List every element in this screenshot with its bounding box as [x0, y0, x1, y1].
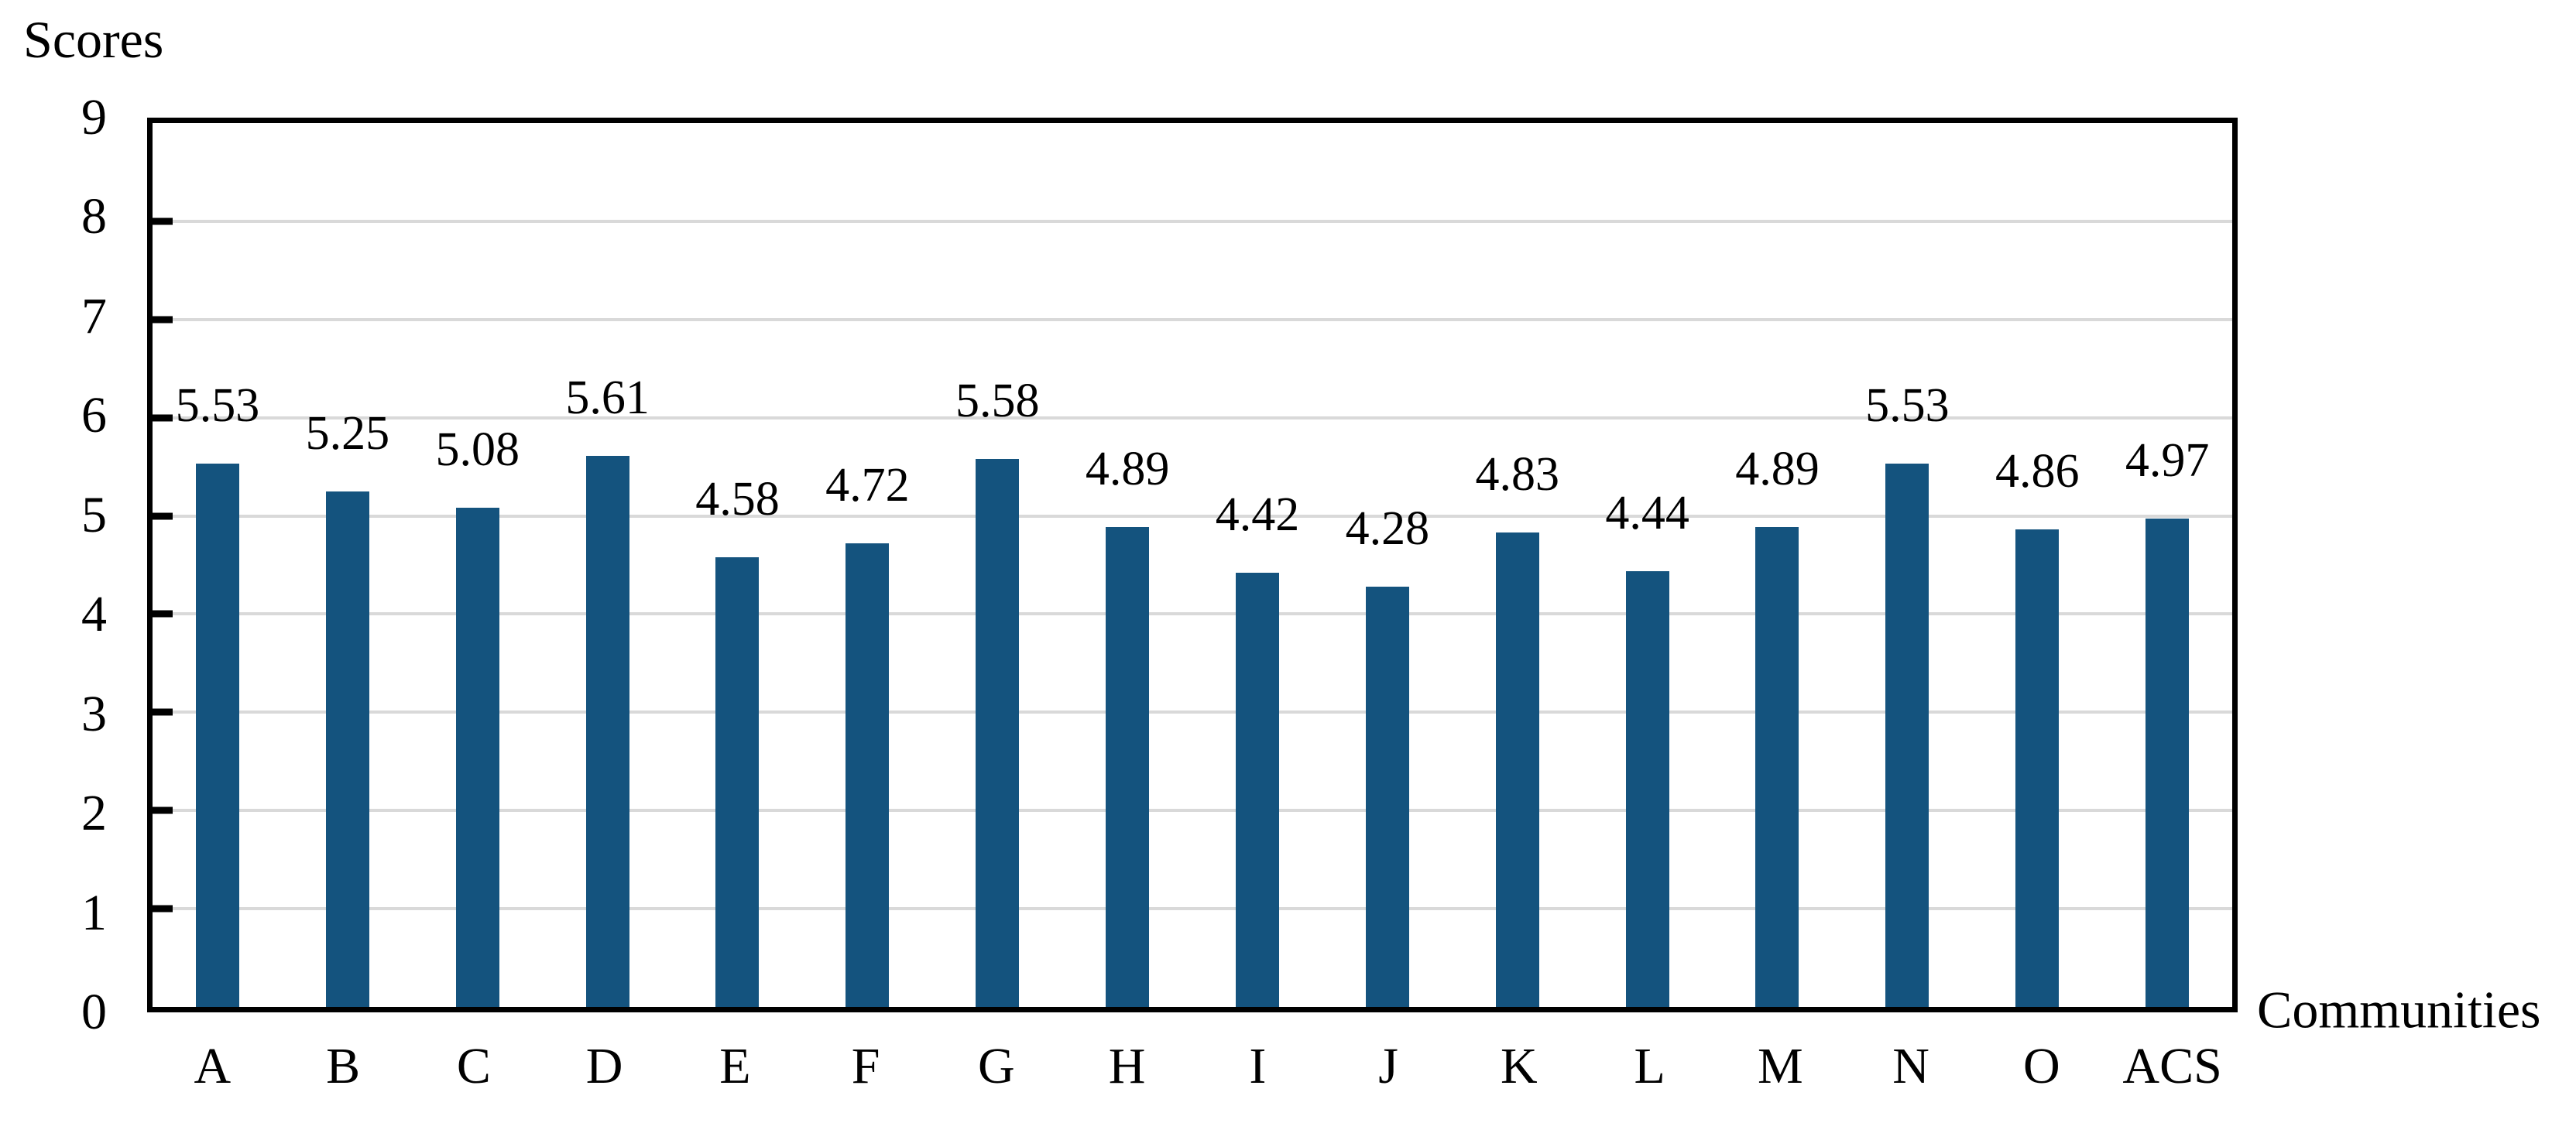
bar-value-label-N: 5.53 [1865, 379, 1950, 433]
x-axis-category-labels: A B C D E F G H I J K L M N O ACS [147, 1038, 2238, 1095]
bar-value-label-O: 4.86 [1995, 445, 2080, 498]
bar-slot-L: 4.44 [1583, 123, 1713, 1007]
bar-slot-G: 5.58 [932, 123, 1062, 1007]
bar-M [1755, 526, 1799, 1007]
bar-slot-J: 4.28 [1322, 123, 1453, 1007]
y-axis-title: Scores [23, 10, 164, 69]
plot-area: 5.53 5.25 5.08 5.61 4.58 4.72 5.58 4.89 4.42 4.28… [147, 118, 2238, 1012]
bar-E [715, 556, 760, 1007]
y-tick-label-8: 8 [81, 188, 107, 245]
bar-slot-F: 4.72 [802, 123, 932, 1007]
bar-value-label-E: 4.58 [695, 472, 780, 526]
y-ticks-layer [153, 123, 2232, 1007]
y-tick-label-4: 4 [81, 586, 107, 643]
bar-slot-E: 4.58 [673, 123, 803, 1007]
gridline-y-5 [153, 514, 2232, 518]
x-category-label-D: D [585, 1038, 623, 1094]
y-tick-1 [153, 905, 173, 913]
gridlines-layer [153, 123, 2232, 1007]
bar-slot-H: 4.89 [1062, 123, 1192, 1007]
bar-slot-K: 4.83 [1453, 123, 1583, 1007]
bar-value-label-F: 4.72 [825, 459, 910, 512]
y-tick-label-1: 1 [81, 884, 107, 941]
y-tick-6 [153, 414, 173, 422]
x-category-label-ACS: ACS [2122, 1038, 2222, 1094]
bar-N [1885, 464, 1929, 1007]
bar-G [976, 458, 1020, 1007]
x-category-label-L: L [1634, 1038, 1665, 1094]
y-tick-label-2: 2 [81, 785, 107, 842]
x-category-label-K: K [1501, 1038, 1538, 1094]
bar-J [1365, 586, 1409, 1007]
bar-value-label-I: 4.42 [1215, 488, 1300, 542]
y-tick-label-5: 5 [81, 486, 107, 543]
bar-value-label-D: 5.61 [565, 372, 650, 425]
bar-slot-M: 4.89 [1713, 123, 1843, 1007]
bar-C [455, 508, 499, 1007]
bar-slot-B: 5.25 [283, 123, 413, 1007]
y-tick-label-3: 3 [81, 685, 107, 742]
bar-value-label-G: 5.58 [955, 374, 1040, 427]
y-tick-label-7: 7 [81, 287, 107, 344]
bar-value-label-L: 4.44 [1605, 486, 1689, 539]
x-category-label-B: B [326, 1038, 361, 1094]
y-tick-3 [153, 708, 173, 716]
bar-slot-C: 5.08 [413, 123, 543, 1007]
y-tick-label-9: 9 [81, 89, 107, 146]
bar-value-label-C: 5.08 [435, 423, 520, 477]
y-tick-label-6: 6 [81, 387, 107, 444]
bar-O [2015, 529, 2060, 1007]
bars-layer: 5.53 5.25 5.08 5.61 4.58 4.72 5.58 4.89 4.42 4.28… [153, 123, 2232, 1007]
bar-slot-N: 5.53 [1842, 123, 1972, 1007]
bar-value-label-M: 4.89 [1735, 442, 1820, 495]
bar-A [195, 464, 239, 1007]
bar-I [1235, 573, 1279, 1007]
x-category-label-A: A [194, 1038, 232, 1094]
x-category-label-G: G [978, 1038, 1015, 1094]
x-category-label-E: E [719, 1038, 751, 1094]
x-category-label-N: N [1892, 1038, 1929, 1094]
bar-B [325, 491, 369, 1007]
x-category-label-M: M [1758, 1038, 1803, 1094]
bar-value-label-K: 4.83 [1475, 448, 1559, 502]
x-category-label-I: I [1249, 1038, 1267, 1094]
bar-H [1106, 526, 1150, 1007]
x-axis-title: Communities [2257, 980, 2541, 1039]
gridline-y-1 [153, 907, 2232, 911]
gridline-y-4 [153, 612, 2232, 616]
bar-D [585, 456, 629, 1007]
x-category-label-F: F [851, 1038, 880, 1094]
x-category-label-O: O [2023, 1038, 2060, 1094]
bar-value-label-B: 5.25 [305, 406, 390, 460]
y-tick-7 [153, 316, 173, 324]
y-tick-4 [153, 610, 173, 618]
y-tick-8 [153, 217, 173, 225]
bar-value-label-A: 5.53 [175, 379, 260, 433]
bar-ACS [2146, 519, 2190, 1007]
gridline-y-3 [153, 711, 2232, 714]
bar-F [846, 543, 890, 1007]
bar-slot-D: 5.61 [543, 123, 673, 1007]
bar-slot-A: 5.53 [153, 123, 283, 1007]
y-tick-5 [153, 512, 173, 520]
x-category-label-J: J [1378, 1038, 1398, 1094]
gridline-y-7 [153, 317, 2232, 321]
gridline-y-2 [153, 809, 2232, 813]
bar-L [1625, 570, 1669, 1007]
y-tick-label-0: 0 [81, 984, 107, 1040]
x-category-label-H: H [1108, 1038, 1146, 1094]
bar-value-label-J: 4.28 [1345, 502, 1430, 555]
y-tick-2 [153, 806, 173, 814]
bar-value-label-H: 4.89 [1085, 442, 1170, 495]
gridline-y-6 [153, 416, 2232, 419]
bar-K [1495, 532, 1539, 1007]
gridline-y-8 [153, 219, 2232, 223]
bar-slot-I: 4.42 [1192, 123, 1322, 1007]
bar-value-label-ACS: 4.97 [2125, 434, 2210, 488]
bar-slot-ACS: 4.97 [2102, 123, 2232, 1007]
x-category-label-C: C [456, 1038, 491, 1094]
y-axis-tick-labels: 0 1 2 3 4 5 6 7 8 9 [0, 92, 116, 1038]
bar-slot-O: 4.86 [1972, 123, 2102, 1007]
